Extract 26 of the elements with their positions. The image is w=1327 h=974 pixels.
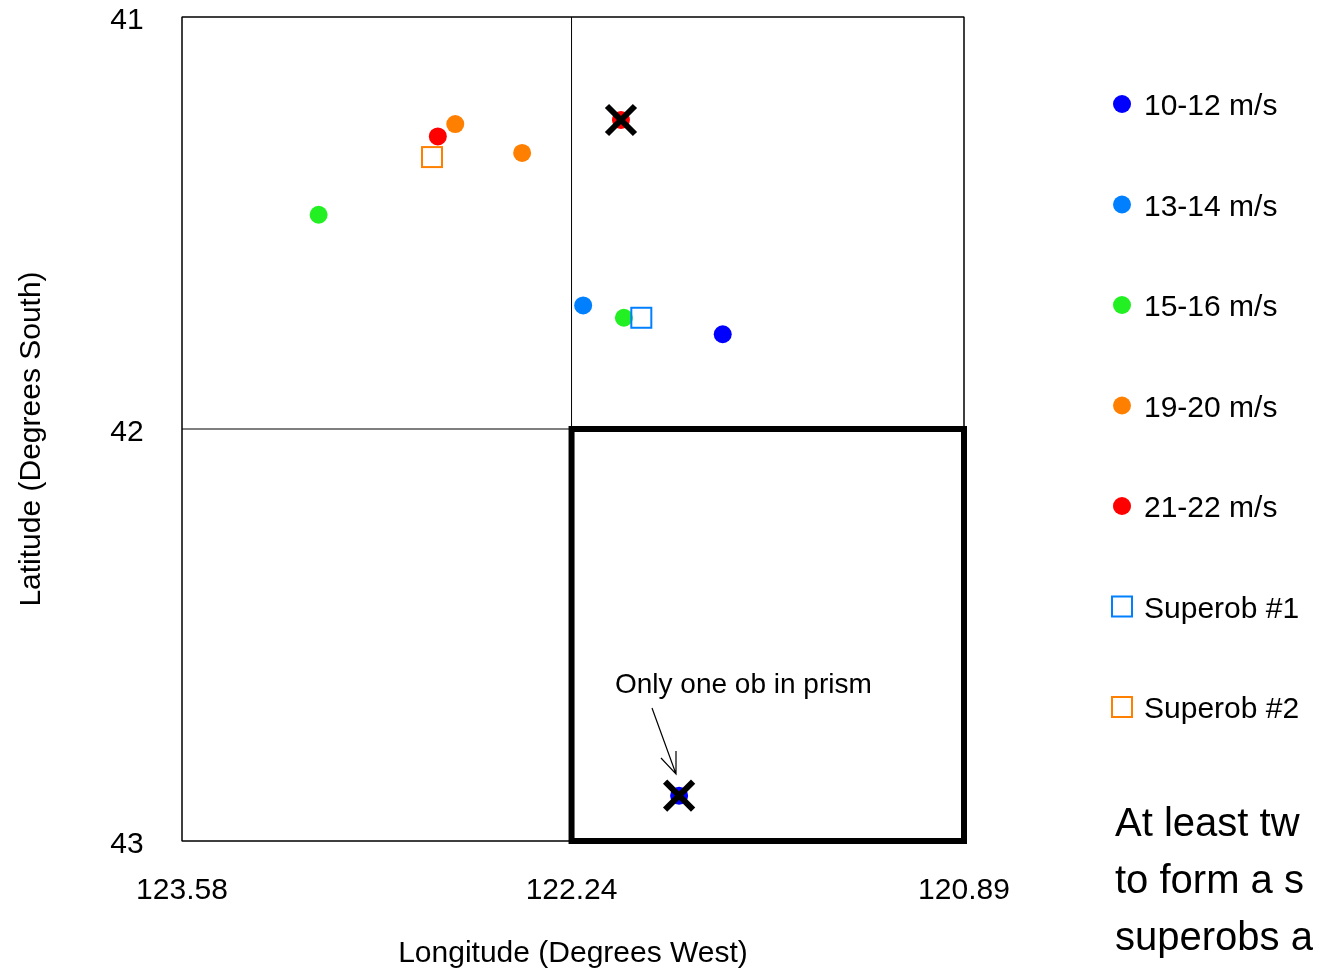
legend-label: 21-22 m/s bbox=[1144, 490, 1278, 523]
y-tick-label: 43 bbox=[110, 826, 144, 859]
legend-label: 19-20 m/s bbox=[1144, 389, 1278, 423]
x-tick-label: 122.24 bbox=[525, 872, 618, 905]
y-axis-title: Latitude (Degrees South) bbox=[13, 271, 46, 607]
point bbox=[630, 306, 653, 329]
text: to form a s bbox=[1115, 857, 1304, 901]
point bbox=[513, 143, 532, 162]
y-tick-label: 42 bbox=[110, 414, 144, 447]
text: At least tw bbox=[1115, 800, 1300, 844]
x-tick-label: 123.58 bbox=[136, 872, 228, 905]
point bbox=[574, 296, 593, 315]
x-axis-title: Longitude (Degrees West) bbox=[398, 935, 748, 968]
y-tick-label: 41 bbox=[110, 2, 144, 35]
legend-label: 13-14 m/s bbox=[1144, 188, 1278, 222]
legend-label: Superob #1 bbox=[1144, 590, 1300, 624]
annotation: Only one ob in prism bbox=[615, 668, 872, 699]
legend-label: 15-16 m/s bbox=[1144, 289, 1278, 322]
point bbox=[309, 205, 328, 224]
text: superobs a bbox=[1115, 914, 1314, 958]
x-tick-label: 120.89 bbox=[918, 872, 1010, 905]
legend-label: 10-12 m/s bbox=[1144, 88, 1278, 121]
point bbox=[446, 115, 465, 134]
point bbox=[421, 146, 444, 169]
point bbox=[614, 308, 633, 327]
legend-label: Superob #2 bbox=[1144, 691, 1300, 724]
